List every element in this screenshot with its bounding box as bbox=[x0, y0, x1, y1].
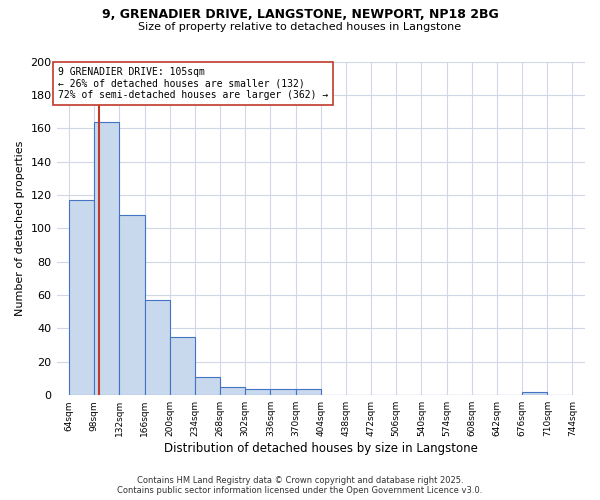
Bar bbox=[94, 122, 119, 395]
Bar bbox=[119, 215, 145, 395]
Text: Contains HM Land Registry data © Crown copyright and database right 2025.
Contai: Contains HM Land Registry data © Crown c… bbox=[118, 476, 482, 495]
Bar bbox=[522, 392, 547, 395]
Y-axis label: Number of detached properties: Number of detached properties bbox=[15, 140, 25, 316]
X-axis label: Distribution of detached houses by size in Langstone: Distribution of detached houses by size … bbox=[164, 442, 478, 455]
Text: 9 GRENADIER DRIVE: 105sqm
← 26% of detached houses are smaller (132)
72% of semi: 9 GRENADIER DRIVE: 105sqm ← 26% of detac… bbox=[58, 66, 328, 100]
Bar bbox=[296, 388, 321, 395]
Bar bbox=[145, 300, 170, 395]
Bar bbox=[220, 387, 245, 395]
Bar bbox=[170, 337, 195, 395]
Bar bbox=[245, 388, 271, 395]
Bar bbox=[69, 200, 94, 395]
Text: Size of property relative to detached houses in Langstone: Size of property relative to detached ho… bbox=[139, 22, 461, 32]
Text: 9, GRENADIER DRIVE, LANGSTONE, NEWPORT, NP18 2BG: 9, GRENADIER DRIVE, LANGSTONE, NEWPORT, … bbox=[101, 8, 499, 20]
Bar bbox=[271, 388, 296, 395]
Bar bbox=[195, 377, 220, 395]
